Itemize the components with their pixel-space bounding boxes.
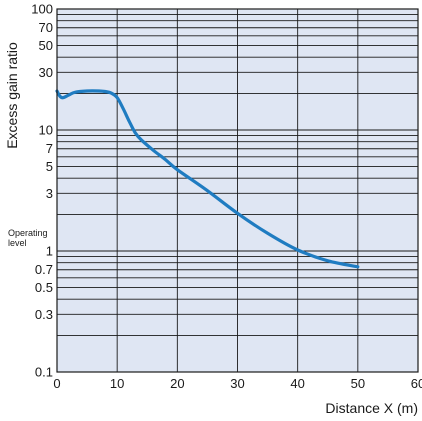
y-tick-label: 1 xyxy=(46,244,53,259)
x-tick-label: 40 xyxy=(290,376,304,391)
y-tick-label: 70 xyxy=(39,20,53,35)
x-tick-label: 20 xyxy=(170,376,184,391)
y-tick-label: 0.3 xyxy=(35,307,53,322)
y-tick-label: 30 xyxy=(39,65,53,80)
y-tick-labels: 0.1 0.3 0.5 0.7 1 3 5 7 10 30 50 70 100 xyxy=(31,2,53,380)
series-layer xyxy=(55,89,360,269)
y-tick-label: 100 xyxy=(31,2,53,17)
x-tick-label: 30 xyxy=(230,376,244,391)
y-tick-label: 7 xyxy=(46,141,53,156)
y-tick-label: 50 xyxy=(39,38,53,53)
x-tick-labels: 0 10 20 30 40 50 60 xyxy=(53,376,422,391)
excess-gain-curve xyxy=(55,89,360,269)
y-tick-label: 10 xyxy=(39,123,53,138)
operating-level-note-line-2: level xyxy=(8,238,27,248)
x-tick-label: 60 xyxy=(411,376,422,391)
plot-frame xyxy=(56,8,419,373)
y-tick-label: 0.5 xyxy=(35,280,53,295)
x-tick-label: 10 xyxy=(110,376,124,391)
x-axis-label: Distance X (m) xyxy=(325,400,418,416)
operating-level-note-line-1: Operating xyxy=(8,228,48,238)
y-tick-label: 5 xyxy=(46,159,53,174)
x-tick-label: 0 xyxy=(53,376,60,391)
y-tick-label: 3 xyxy=(46,186,53,201)
y-tick-label: 0.1 xyxy=(35,365,53,380)
y-tick-label: 0.7 xyxy=(35,262,53,277)
y-axis-label: Excess gain ratio xyxy=(4,42,20,149)
x-tick-label: 50 xyxy=(351,376,365,391)
